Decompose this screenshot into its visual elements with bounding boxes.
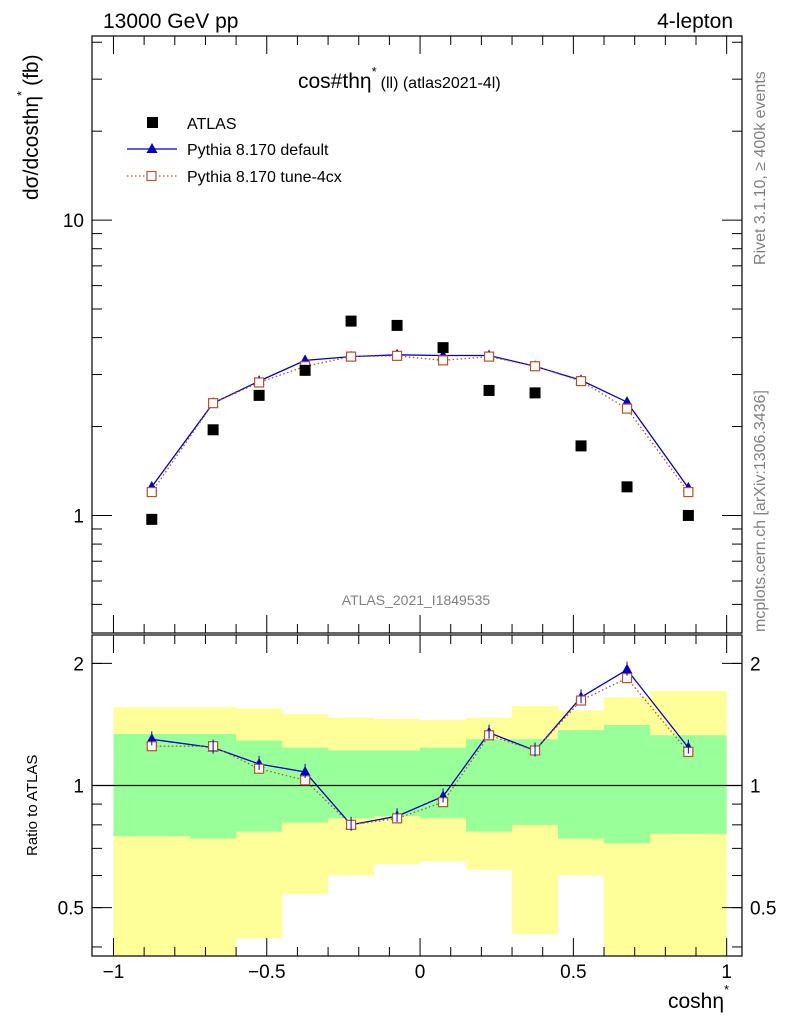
ratio-y-tick-label-right-2: 2: [750, 654, 761, 675]
header-left: 13000 GeV pp: [103, 10, 238, 33]
main-point-atlas-3: [299, 364, 311, 376]
main-point-tune-5: [391, 350, 403, 361]
ylabel-main: dσ/dcosthη* (fb): [14, 54, 43, 200]
ratio-plot-area: [92, 661, 742, 956]
x-tick-label-4: 1: [721, 962, 732, 983]
xlabel: coshη*: [668, 982, 729, 1013]
main-point-atlas-4: [345, 315, 357, 327]
main-line-default: [151, 354, 689, 489]
main-point-tune-8: [529, 361, 541, 372]
legend-label-default: Pythia 8.170 default: [187, 142, 329, 159]
ratio-y-tick-label-0: 0.5: [58, 899, 84, 920]
x-tick-label-3: 0.5: [560, 962, 586, 983]
main-point-tune-4: [345, 351, 357, 362]
main-plot-area: [146, 315, 694, 525]
main-line-tune: [151, 355, 689, 493]
main-point-tune-10: [621, 403, 633, 414]
ratio-y-tick-label-1: 1: [73, 777, 84, 798]
ratio-line-tune: [151, 677, 689, 826]
main-point-tune-2: [253, 377, 265, 388]
ratio-y-tick-label-right-0: 0.5: [750, 899, 776, 920]
main-point-atlas-6: [437, 342, 449, 354]
main-point-atlas-2: [253, 389, 265, 401]
ratio-axes: 0.5 0.5 1 1 2 2: [58, 654, 776, 948]
main-point-tune-0: [146, 486, 157, 498]
main-point-tune-1: [208, 398, 219, 409]
main-frame: [91, 35, 743, 634]
ylabel-main-unit: (fb): [20, 54, 43, 86]
legend-marker-atlas: [147, 117, 158, 128]
plot-title-rest: (ll) (atlas2021-4l): [381, 75, 501, 92]
main-point-atlas-0: [146, 513, 158, 525]
legend: ATLAS Pythia 8.170 default Pythia 8.170 …: [127, 116, 342, 186]
plot-title-sup: *: [372, 64, 377, 79]
xlabel-sup: *: [724, 982, 729, 997]
legend-marker-default: [146, 143, 158, 153]
xlabel-text: coshη: [668, 990, 724, 1013]
watermark: ATLAS_2021_I1849535: [342, 592, 491, 608]
x-tick-label-2: 0: [415, 962, 426, 983]
side-text-bottom: mcplots.cern.ch [arXiv:1306.3436]: [752, 390, 769, 632]
header-right: 4-lepton: [657, 10, 733, 33]
ratio-panel: 0.5 0.5 1 1 2 2 Ratio to ATLAS: [24, 634, 776, 957]
main-y-tick-label-0: 1: [73, 506, 84, 527]
main-axes: 1 10: [63, 41, 742, 634]
legend-label-atlas: ATLAS: [187, 116, 237, 133]
ylabel-main-sup: *: [14, 91, 29, 96]
x-tick-label-1: −0.5: [248, 962, 286, 983]
main-point-tune-9: [575, 376, 587, 387]
ratio-y-tick-label-2: 2: [73, 654, 84, 675]
ratio-line-default: [151, 668, 689, 826]
ratio-frame: [91, 634, 743, 957]
main-y-tick-label-1: 10: [63, 211, 84, 232]
plot-title-main: cos#thη: [298, 70, 372, 93]
main-point-tune-11: [683, 486, 694, 498]
ylabel-ratio: Ratio to ATLAS: [24, 755, 41, 856]
main-point-atlas-8: [529, 387, 541, 399]
x-axis: −1 −0.5 0 0.5 1: [103, 36, 732, 983]
main-point-atlas-11: [682, 509, 694, 521]
main-point-atlas-1: [207, 424, 219, 436]
legend-label-tune: Pythia 8.170 tune-4cx: [187, 169, 342, 186]
side-text-top: Rivet 3.1.10, ≥ 400k events: [752, 71, 769, 265]
ylabel-main-text: dσ/dcosthη: [20, 96, 43, 200]
main-point-atlas-5: [391, 319, 403, 331]
main-point-atlas-10: [621, 481, 633, 493]
x-tick-label-0: −1: [103, 962, 125, 983]
main-point-tune-6: [437, 355, 449, 366]
main-panel: 110 cos#thη*(ll) (atlas2021-4l) ATLAS Py…: [14, 35, 743, 634]
ratio-band-inner: [113, 724, 727, 844]
legend-marker-tune: [146, 170, 157, 182]
main-point-tune-7: [483, 351, 495, 362]
main-point-atlas-7: [483, 384, 495, 396]
plot-title: cos#thη* (ll) (atlas2021-4l): [298, 64, 501, 93]
ratio-y-tick-label-right-1: 1: [750, 777, 761, 798]
main-point-atlas-9: [575, 440, 587, 452]
